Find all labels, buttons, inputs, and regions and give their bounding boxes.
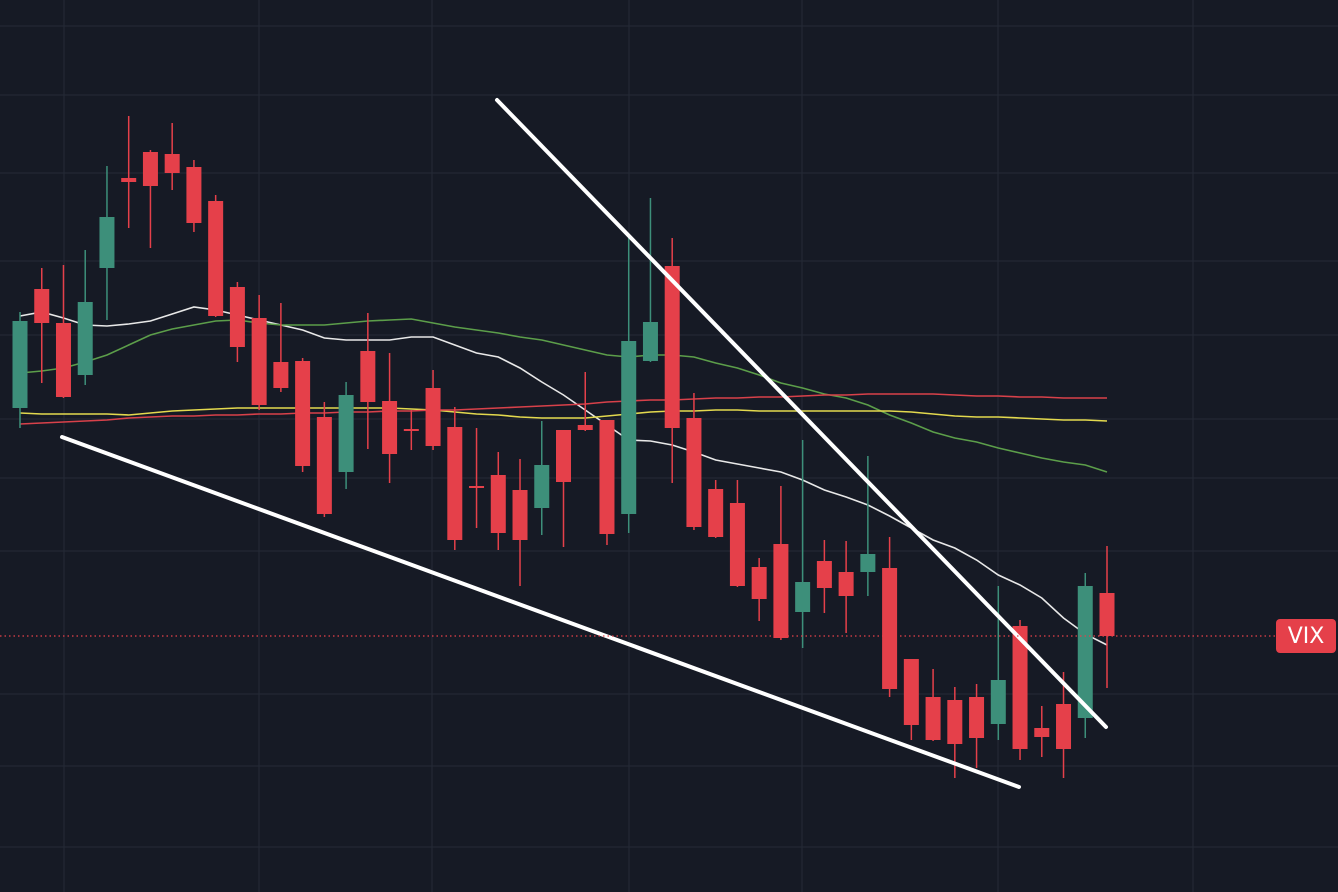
candle-body <box>164 154 180 173</box>
candle-body <box>773 544 789 638</box>
candle-body <box>34 289 50 323</box>
candle-body <box>382 401 398 454</box>
candle-body <box>447 427 463 540</box>
candle-body <box>186 167 202 223</box>
candle-body <box>1034 728 1050 737</box>
candle-body <box>316 417 332 514</box>
candle-body <box>1012 626 1028 749</box>
candle-body <box>686 418 702 527</box>
candle-body <box>360 351 376 402</box>
candle-body <box>838 572 854 596</box>
candle-body <box>77 302 93 375</box>
candle-body <box>251 318 267 405</box>
candle-body <box>208 201 224 316</box>
trendline <box>60 435 1021 789</box>
candle-body <box>469 486 485 488</box>
candle-body <box>425 388 441 446</box>
plot <box>12 116 1115 778</box>
candle-body <box>969 697 985 738</box>
candle-body <box>512 490 528 540</box>
candle-body <box>947 700 963 744</box>
ma-line <box>19 318 1108 473</box>
candle-body <box>273 362 289 388</box>
candle-body <box>55 323 71 397</box>
candle-body <box>708 489 724 537</box>
candle-body <box>1056 704 1072 749</box>
price-label: VIX <box>1288 624 1325 649</box>
candle-body <box>1077 586 1093 718</box>
trendlines <box>60 98 1108 789</box>
candle-body <box>12 321 28 408</box>
candle-body <box>729 503 745 586</box>
candle-body <box>925 697 941 740</box>
candle-body <box>795 582 811 612</box>
candle-body <box>99 217 115 268</box>
candle-body <box>142 152 158 186</box>
candle-body <box>642 322 658 361</box>
candle-body <box>816 561 832 588</box>
ma-line <box>19 306 1108 646</box>
candle-body <box>490 475 506 533</box>
candle-body <box>860 554 876 572</box>
candle-body <box>229 287 245 347</box>
candle-body <box>338 395 354 472</box>
candle-body <box>534 465 550 508</box>
price-label-bg <box>1276 619 1336 653</box>
candle-body <box>1099 593 1115 636</box>
candle-body <box>621 341 637 514</box>
candle-body <box>990 680 1006 724</box>
trendline <box>495 98 1108 729</box>
candle-body <box>295 361 311 466</box>
candle-body <box>403 429 419 431</box>
overlay: VIX <box>0 619 1336 653</box>
candle-body <box>121 178 137 182</box>
candle-body <box>882 568 898 689</box>
ma-line <box>19 393 1107 425</box>
candle-body <box>903 659 919 725</box>
candle-body <box>599 420 615 534</box>
candle-body <box>556 430 571 482</box>
candle-body <box>577 425 593 430</box>
candle-body <box>751 567 767 599</box>
ma-line <box>19 407 1108 422</box>
candle-body <box>664 266 680 428</box>
